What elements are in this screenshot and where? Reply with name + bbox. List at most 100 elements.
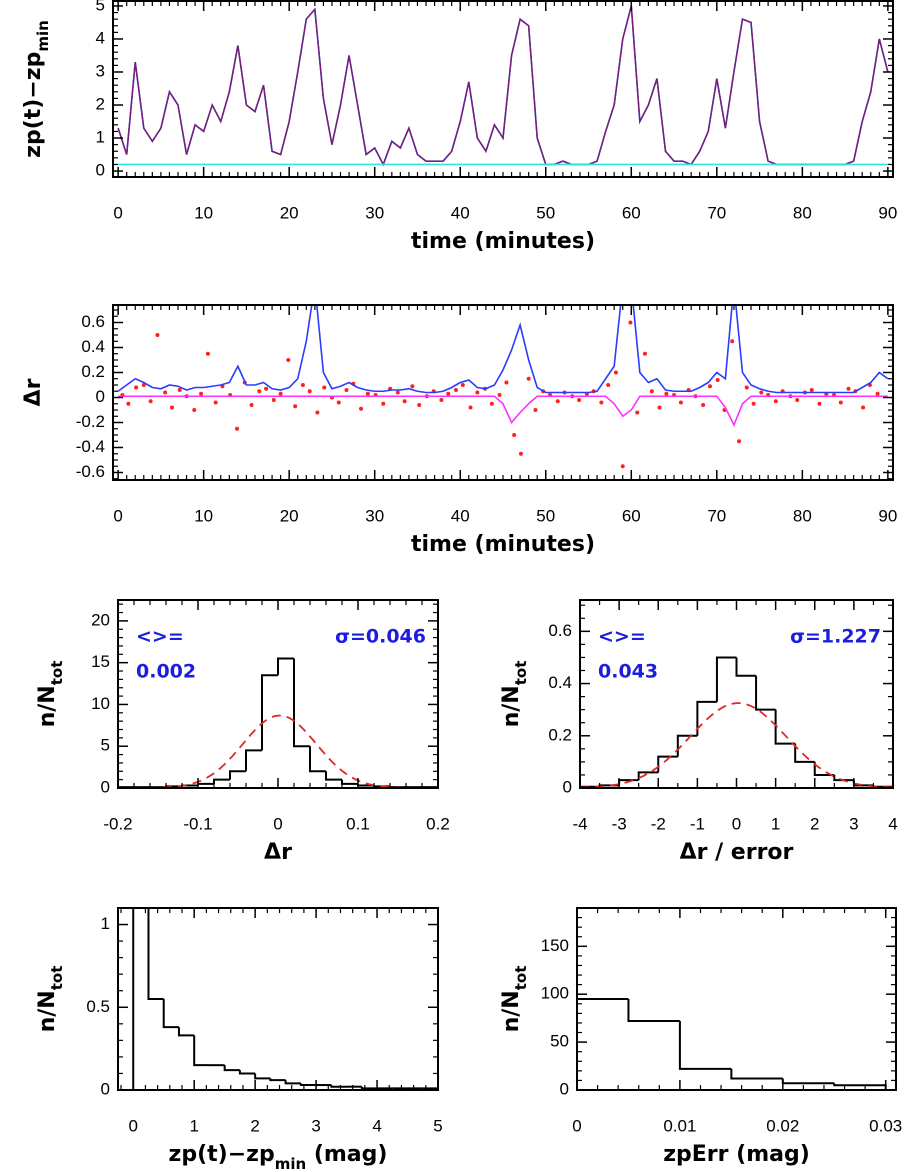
data-line	[117, 5, 889, 167]
data-point	[199, 391, 204, 396]
x-axis-label-part: min	[275, 1155, 306, 1172]
histogram-step	[730, 1068, 783, 1080]
data-point	[759, 390, 764, 395]
data-point	[271, 398, 276, 402]
data-point	[286, 358, 291, 362]
y-axis-label: zp(t)−zpmin	[21, 20, 52, 158]
plot-area	[132, 908, 438, 1090]
sigma-label: σ=1.227	[790, 626, 881, 648]
data-point	[744, 385, 749, 390]
x-axis-label-part: time (minutes)	[411, 229, 595, 254]
data-point	[613, 370, 618, 375]
data-point	[468, 405, 473, 410]
histogram-step	[213, 778, 230, 784]
data-point	[344, 388, 349, 392]
data-point	[170, 405, 175, 410]
y-tick-label: 5	[101, 736, 110, 755]
y-tick-label: 20	[91, 610, 110, 629]
data-point	[657, 405, 662, 410]
x-tick-label: 40	[451, 506, 470, 525]
x-tick-label: 4	[372, 1116, 381, 1135]
y-axis-label: Δr	[21, 378, 46, 406]
histogram-step	[781, 1078, 835, 1085]
mean-label: <>=	[136, 626, 184, 648]
x-tick-label: 80	[793, 506, 812, 525]
x-tick-label: -0.2	[103, 814, 132, 833]
histogram-step	[813, 761, 835, 776]
x-tick-label: -0.1	[183, 814, 212, 833]
data-point	[293, 404, 298, 409]
data-point	[846, 386, 851, 391]
data-point	[278, 391, 283, 396]
y-tick-label: 100	[541, 984, 569, 1003]
x-tick-label: 3	[849, 814, 858, 833]
data-point	[381, 401, 386, 406]
x-tick-label: 0	[113, 203, 122, 222]
histogram-step	[245, 749, 262, 772]
histogram-step	[293, 658, 310, 748]
x-tick-label: 10	[194, 506, 213, 525]
mean-label: <>=	[598, 626, 646, 648]
plot-frame	[117, 907, 439, 1091]
x-tick-label: 70	[707, 203, 726, 222]
x-axis-label-part: Δr	[264, 840, 292, 865]
y-tick-label: 3	[96, 61, 105, 80]
histogram-step	[715, 656, 737, 702]
y-axis-label-part: n/N	[499, 990, 524, 1032]
data-point	[446, 391, 451, 396]
data-point	[402, 399, 407, 404]
y-tick-label: -0.2	[76, 412, 105, 431]
x-axis-label-part: zp(t)−zp	[169, 1142, 275, 1167]
x-tick-label: 40	[451, 203, 470, 222]
histogram-step	[735, 657, 757, 677]
histogram-step	[309, 746, 326, 773]
gaussian-fit	[580, 702, 893, 788]
plot-area	[577, 998, 887, 1090]
data-line	[117, 5, 889, 167]
histogram-step	[223, 1065, 240, 1072]
x-tick-label: -3	[612, 814, 627, 833]
x-tick-label: 0	[113, 506, 122, 525]
y-axis-label-part: min	[34, 20, 52, 51]
data-point	[642, 351, 647, 356]
plot-frame	[576, 907, 897, 1091]
data-point	[518, 451, 523, 456]
data-point	[192, 408, 197, 412]
x-axis-label-part: Δr / error	[680, 840, 794, 865]
histogram-step	[269, 1078, 286, 1082]
data-point	[861, 405, 866, 410]
histogram-step	[147, 908, 164, 1000]
x-tick-label: 1	[771, 814, 780, 833]
y-tick-label: -0.6	[76, 462, 105, 481]
histogram-step	[577, 998, 629, 1090]
y-axis-label-part: tot	[48, 966, 66, 991]
data-point	[257, 389, 262, 394]
histogram-step	[132, 908, 149, 1090]
data-point	[322, 385, 327, 390]
mean-value: 0.043	[598, 661, 658, 683]
x-tick-label: 0	[129, 1116, 138, 1135]
data-point	[489, 401, 494, 406]
x-tick-label: 0	[732, 814, 741, 833]
histogram-step	[197, 782, 214, 786]
y-axis-label-part: tot	[48, 661, 66, 686]
x-tick-label: -4	[572, 814, 587, 833]
y-tick-label: 0	[101, 1079, 110, 1098]
x-axis-label: Δr / error	[680, 840, 794, 865]
y-tick-label: 0.6	[81, 312, 105, 331]
histogram-step	[696, 700, 717, 736]
y-axis-label-part: tot	[512, 661, 530, 686]
x-tick-label: 60	[622, 203, 641, 222]
data-point	[577, 398, 582, 402]
y-tick-label: 0.4	[81, 337, 105, 356]
y-tick-label: 2	[96, 94, 105, 113]
y-tick-label: 10	[91, 694, 110, 713]
data-point	[701, 403, 706, 407]
y-axis-label-part: n/N	[35, 990, 60, 1032]
histogram-step	[330, 1085, 347, 1088]
histogram-step	[678, 1021, 732, 1070]
data-point	[365, 391, 370, 396]
histogram-step	[254, 1073, 271, 1080]
y-axis-label-part: n/N	[499, 685, 524, 727]
data-point	[664, 391, 669, 396]
